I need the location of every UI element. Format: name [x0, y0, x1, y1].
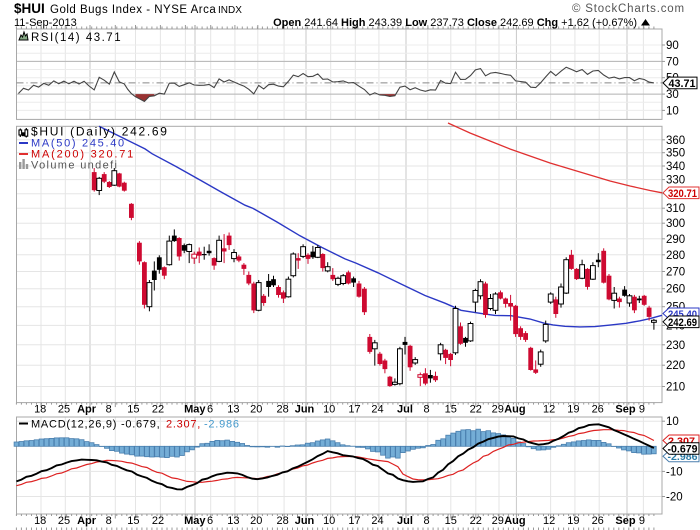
svg-text:$HUI: $HUI [14, 1, 45, 16]
svg-text:MA(50) 245.40: MA(50) 245.40 [31, 138, 126, 150]
svg-text:350: 350 [666, 148, 685, 160]
svg-text:17: 17 [348, 515, 360, 527]
svg-text:Aug: Aug [504, 404, 525, 416]
svg-text:70: 70 [666, 56, 679, 68]
svg-text:10: 10 [323, 515, 335, 527]
svg-text:8: 8 [106, 515, 112, 527]
svg-text:13: 13 [227, 404, 239, 416]
svg-text:17: 17 [348, 404, 360, 416]
svg-text:230: 230 [666, 340, 685, 352]
svg-text:18: 18 [34, 404, 46, 416]
svg-text:340: 340 [666, 161, 685, 173]
svg-text:Sep: Sep [615, 404, 635, 416]
svg-text:25: 25 [58, 404, 70, 416]
svg-text:Jun: Jun [295, 404, 315, 416]
svg-text:MACD(12,26,9) -0.679,: MACD(12,26,9) -0.679, [31, 419, 160, 431]
svg-text:Apr: Apr [77, 515, 97, 527]
svg-text:280: 280 [666, 250, 685, 262]
svg-text:22: 22 [470, 515, 482, 527]
svg-text:8: 8 [423, 515, 429, 527]
svg-text:270: 270 [666, 267, 685, 279]
svg-text:30: 30 [666, 89, 679, 101]
svg-text:May: May [184, 515, 206, 527]
svg-text:$HUI (Daily) 242.69: $HUI (Daily) 242.69 [31, 125, 169, 139]
svg-text:25: 25 [58, 515, 70, 527]
svg-text:290: 290 [666, 234, 685, 246]
svg-text:90: 90 [666, 40, 679, 52]
svg-text:Jul: Jul [397, 404, 413, 416]
svg-text:8: 8 [423, 404, 429, 416]
svg-text:26: 26 [592, 404, 604, 416]
svg-text:19: 19 [567, 515, 579, 527]
svg-text:10: 10 [666, 105, 679, 117]
svg-text:Gold Bugs Index - NYSE Arca: Gold Bugs Index - NYSE Arca [50, 4, 216, 16]
svg-text:2.307,: 2.307, [166, 419, 201, 431]
svg-text:Apr: Apr [77, 404, 97, 416]
svg-text:20: 20 [250, 515, 262, 527]
svg-text:22: 22 [152, 515, 164, 527]
svg-text:MA(200) 320.71: MA(200) 320.71 [31, 149, 135, 161]
svg-text:29: 29 [492, 404, 504, 416]
svg-text:15: 15 [127, 515, 139, 527]
svg-text:330: 330 [666, 175, 685, 187]
svg-text:9: 9 [639, 404, 645, 416]
svg-text:320.71: 320.71 [668, 188, 697, 200]
svg-text:8: 8 [106, 404, 112, 416]
svg-text:24: 24 [371, 515, 383, 527]
svg-text:Volume undefi: Volume undefi [31, 160, 118, 172]
svg-text:310: 310 [666, 203, 685, 215]
svg-text:-2.986: -2.986 [204, 419, 240, 431]
svg-text:22: 22 [470, 404, 482, 416]
svg-text:-10: -10 [666, 466, 683, 478]
svg-text:26: 26 [592, 515, 604, 527]
svg-text:210: 210 [666, 382, 685, 394]
svg-text:242.69: 242.69 [668, 317, 697, 329]
svg-text:260: 260 [666, 284, 685, 296]
svg-text:RSI(14) 43.71: RSI(14) 43.71 [31, 32, 122, 44]
svg-text:20: 20 [250, 404, 262, 416]
svg-text:11-Sep-2013: 11-Sep-2013 [14, 17, 77, 29]
svg-text:10: 10 [666, 416, 679, 428]
svg-text:24: 24 [371, 404, 383, 416]
svg-text:Jul: Jul [397, 515, 413, 527]
svg-text:9: 9 [639, 515, 645, 527]
svg-text:12: 12 [543, 404, 555, 416]
svg-text:15: 15 [445, 404, 457, 416]
svg-text:13: 13 [227, 515, 239, 527]
svg-text:28: 28 [276, 404, 288, 416]
svg-text:29: 29 [492, 515, 504, 527]
svg-text:Jun: Jun [295, 515, 315, 527]
svg-text:6: 6 [207, 515, 213, 527]
svg-text:10: 10 [323, 404, 335, 416]
svg-text:300: 300 [666, 218, 685, 230]
svg-text:18: 18 [34, 515, 46, 527]
svg-text:6: 6 [207, 404, 213, 416]
svg-text:28: 28 [276, 515, 288, 527]
svg-text:43.71: 43.71 [669, 78, 696, 90]
svg-text:INDX: INDX [218, 5, 242, 16]
svg-text:220: 220 [666, 360, 685, 372]
svg-text:-0.679: -0.679 [668, 444, 698, 456]
svg-text:360: 360 [666, 135, 685, 147]
svg-text:15: 15 [127, 404, 139, 416]
svg-text:22: 22 [152, 404, 164, 416]
svg-text:15: 15 [445, 515, 457, 527]
svg-text:© StockCharts.com: © StockCharts.com [572, 3, 685, 15]
svg-text:12: 12 [543, 515, 555, 527]
svg-text:-20: -20 [666, 492, 683, 504]
svg-text:Open 241.64 High 243.39 Low 23: Open 241.64 High 243.39 Low 237.73 Close… [273, 17, 637, 29]
svg-text:Sep: Sep [615, 515, 635, 527]
svg-text:Aug: Aug [504, 515, 525, 527]
svg-text:19: 19 [567, 404, 579, 416]
svg-text:May: May [184, 404, 206, 416]
